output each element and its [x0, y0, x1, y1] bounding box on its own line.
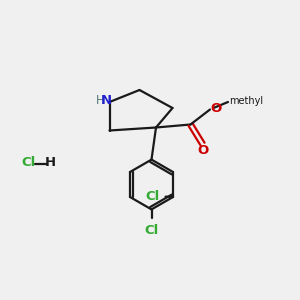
Text: O: O [198, 144, 209, 157]
Text: methyl: methyl [229, 96, 263, 106]
Text: Cl: Cl [144, 224, 159, 237]
Text: H: H [45, 156, 56, 169]
Text: H: H [95, 94, 104, 107]
Text: Cl: Cl [145, 190, 160, 202]
Text: Cl: Cl [21, 156, 36, 169]
Text: N: N [100, 94, 112, 107]
Text: O: O [210, 102, 221, 115]
